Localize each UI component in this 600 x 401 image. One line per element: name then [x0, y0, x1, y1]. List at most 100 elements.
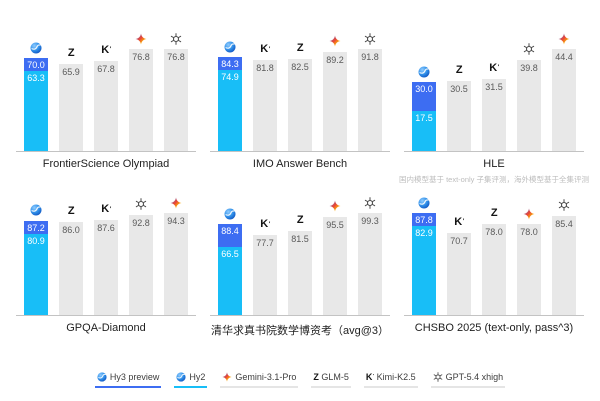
bar-group-gemini-3-1-pro: 76.8: [129, 32, 153, 151]
model-value: 31.5: [485, 81, 503, 92]
hy2-segment: 66.5: [218, 246, 242, 315]
hunyuan-logo-icon: [97, 372, 107, 382]
model-value: 30.5: [450, 83, 468, 94]
bar-group-kimi-k2-5: K ′ 81.8: [253, 43, 277, 151]
model-bar: 91.8: [358, 49, 382, 151]
model-value: 76.8: [167, 52, 185, 62]
model-value: 77.7: [256, 238, 274, 249]
model-bar: 67.8: [94, 61, 118, 151]
openai-logo-icon: [364, 32, 376, 45]
bar-group-hy3-preview-hy2: 88.4 66.5: [218, 207, 242, 315]
hy2-segment: 80.9: [24, 233, 48, 315]
bar-group-gpt-5-4-xhigh: 91.8: [358, 32, 382, 151]
gemini-star-icon: [329, 35, 341, 48]
hy2-value: 63.3: [27, 73, 45, 83]
model-bar: 95.5: [323, 216, 347, 315]
gemini-star-icon: [222, 372, 232, 382]
hy2-segment: 82.9: [412, 226, 436, 315]
openai-logo-icon: [170, 32, 182, 45]
glm-z-logo-icon: Z: [296, 214, 304, 227]
bar-group-kimi-k2-5: K ′ 87.6: [94, 203, 118, 315]
kimi-k-logo-icon: K ′: [260, 43, 270, 56]
model-bar: 82.5: [288, 59, 312, 151]
bar-group-hy3-preview-hy2: 87.2 80.9: [24, 204, 48, 315]
model-value: 91.8: [361, 52, 379, 62]
plot-area-frontierscience-olympiad: 70.0 63.3 Z 65.9 K ′ 67.8 76.8: [16, 24, 196, 152]
hy3-preview-value: 87.8: [415, 215, 433, 225]
chart-title-imo-answer-bench: IMO Answer Bench: [252, 158, 348, 170]
openai-logo-icon: [523, 43, 535, 56]
model-bar: 81.5: [288, 231, 312, 315]
model-value: 89.2: [326, 54, 344, 65]
hy3-preview-value: 30.0: [415, 84, 433, 95]
bar-group-gpt-5-4-xhigh: 76.8: [164, 32, 188, 151]
gemini-star-icon: [170, 196, 182, 209]
hy3-preview-value: 70.0: [27, 60, 45, 70]
hy3-preview-segment: 87.8: [412, 213, 436, 226]
bar-group-kimi-k2-5: K ′ 31.5: [482, 62, 506, 151]
gemini-star-icon: [523, 207, 535, 220]
hy3-preview-segment: 88.4: [218, 224, 242, 247]
model-bar: 76.8: [164, 49, 188, 151]
chart-title-hle: HLE: [483, 158, 505, 170]
hy3-preview-segment: 87.2: [24, 220, 48, 234]
legend-label: Gemini-3.1-Pro: [235, 372, 297, 382]
glm-z-logo-icon: Z: [67, 205, 75, 217]
model-bar: 85.4: [552, 215, 576, 315]
bar-group-glm-5: Z 82.5: [288, 42, 312, 151]
legend-item-glm-5: Z GLM-5: [311, 372, 351, 388]
hy2-value: 74.9: [221, 72, 239, 83]
bar-group-glm-5: Z 30.5: [447, 64, 471, 151]
chart-title-frontierscience-olympiad: FrontierScience Olympiad: [42, 158, 170, 170]
model-bar: 94.3: [164, 213, 188, 315]
bar-group-hy3-preview-hy2: 30.0 17.5: [412, 65, 436, 151]
hy-highlight-bar: 30.0 17.5: [412, 82, 436, 151]
chart-imo-answer-bench: 84.3 74.9 K ′ 81.8 Z 82.5 89.2: [210, 24, 390, 170]
model-bar: 31.5: [482, 78, 506, 151]
model-bar: 44.4: [552, 49, 576, 151]
bar-group-glm-5: Z 65.9: [59, 46, 83, 151]
legend-item-gemini-3-1-pro: Gemini-3.1-Pro: [220, 372, 299, 388]
bar-group-hy3-preview-hy2: 84.3 74.9: [218, 40, 242, 151]
bar-group-gemini-3-1-pro: 78.0: [517, 207, 541, 315]
hunyuan-logo-icon: [224, 207, 236, 220]
hunyuan-logo-icon: [418, 65, 430, 78]
plot-area-hle: 30.0 17.5 Z 30.5 K ′ 31.5 39.8: [404, 24, 584, 152]
model-value: 81.8: [256, 63, 274, 74]
bar-group-hy3-preview-hy2: 70.0 63.3: [24, 41, 48, 151]
model-bar: 78.0: [482, 224, 506, 315]
model-bar: 89.2: [323, 51, 347, 151]
legend-item-hy2: Hy2: [174, 372, 208, 388]
kimi-k-logo-icon: K ′: [489, 61, 499, 74]
bar-group-gpt-5-4-xhigh: 92.8: [129, 198, 153, 315]
hy2-value: 80.9: [27, 235, 45, 246]
plot-area-imo-answer-bench: 84.3 74.9 K ′ 81.8 Z 82.5 89.2: [210, 24, 390, 152]
glm-z-logo-icon: Z: [313, 371, 319, 382]
kimi-k-logo-icon: K ′: [260, 218, 270, 231]
model-value: 78.0: [485, 227, 503, 238]
model-bar: 30.5: [447, 80, 471, 151]
model-value: 92.8: [132, 217, 150, 228]
model-value: 39.8: [520, 62, 538, 73]
glm-z-logo-icon: Z: [455, 63, 463, 76]
hy2-value: 82.9: [415, 228, 433, 238]
model-value: 87.6: [97, 223, 115, 234]
kimi-k-logo-icon: K ′: [101, 203, 111, 216]
hunyuan-logo-icon: [30, 204, 42, 217]
legend-label: Hy3 preview: [109, 372, 160, 382]
hy-highlight-bar: 88.4 66.5: [218, 224, 242, 315]
openai-logo-icon: [135, 198, 147, 211]
hy-highlight-bar: 70.0 63.3: [24, 58, 48, 151]
model-value: 99.3: [361, 216, 379, 226]
hunyuan-logo-icon: [224, 40, 236, 53]
bar-group-gpt-5-4-xhigh: 99.3: [358, 196, 382, 315]
openai-logo-icon: [558, 199, 570, 212]
hy3-preview-segment: 30.0: [412, 82, 436, 111]
model-bar: 99.3: [358, 213, 382, 315]
glm-z-logo-icon: Z: [67, 46, 75, 59]
hy3-preview-value: 84.3: [221, 59, 239, 70]
plot-area-chsbo-2025: 87.8 82.9 K ′ 70.7 Z 78.0 78.0: [404, 188, 584, 316]
chart-title-chsbo-2025: CHSBO 2025 (text-only, pass^3): [414, 322, 574, 334]
legend-item-hy3-preview: Hy3 preview: [94, 372, 162, 388]
